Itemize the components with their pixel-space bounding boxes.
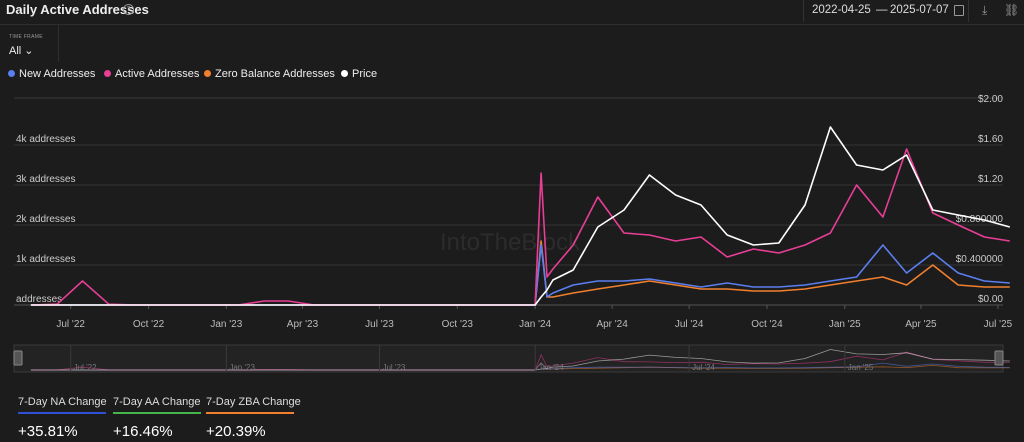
stats-panel: 7-Day NA Change +35.81% 7-Day AA Change …: [0, 396, 400, 442]
x-tick-label: Jul '25: [984, 319, 1013, 330]
x-tick-label: Apr '24: [596, 319, 628, 330]
x-tick-label: Apr '25: [905, 319, 937, 330]
stat-value: +16.46%: [113, 423, 173, 440]
y-left-tick-label: addresses: [16, 294, 62, 305]
y-right-tick-label: $0.400000: [956, 254, 1004, 265]
navigator-tick-label: Jan '23: [229, 363, 255, 372]
stat-bar: [113, 412, 201, 414]
legend-active-addresses[interactable]: Active Addresses: [104, 68, 199, 80]
y-right-tick-label: $2.00: [978, 94, 1003, 105]
legend-dot: [8, 70, 15, 77]
y-left-tick-label: 4k addresses: [16, 134, 75, 145]
chart-area: addresses 1k addresses 2k addresses 3k addr…: [13, 94, 1013, 373]
navigator-tick-label: Jul '22: [74, 363, 97, 372]
navigator-tick-label: Jan '25: [848, 363, 874, 372]
stat-value: +20.39%: [206, 423, 266, 440]
y-left-tick-label: 1k addresses: [16, 254, 75, 265]
legend-dot: [204, 70, 211, 77]
calendar-icon: [954, 5, 964, 16]
date-from: 2022-04-25: [812, 4, 871, 16]
x-tick-label: Jul '24: [675, 319, 704, 330]
date-separator: —: [876, 4, 888, 16]
stat-bar: [18, 412, 106, 414]
time-frame-value[interactable]: All ⌄: [9, 45, 34, 57]
x-tick-label: Jul '22: [56, 319, 85, 330]
stat-value: +35.81%: [18, 423, 78, 440]
download-icon[interactable]: ⤓: [982, 3, 988, 17]
x-tick-label: Oct '24: [751, 319, 783, 330]
link-icon[interactable]: ⛓: [1004, 3, 1020, 17]
navigator-series-line: [30, 349, 1010, 371]
legend-dot: [104, 70, 111, 77]
stat-label: 7-Day AA Change: [113, 396, 201, 408]
help-icon[interactable]: ?: [123, 4, 134, 15]
series-line-price: [30, 126, 1011, 306]
stat-zba-change: 7-Day ZBA Change +20.39%: [206, 396, 301, 440]
stat-aa-change: 7-Day AA Change +16.46%: [113, 396, 201, 440]
stat-label: 7-Day ZBA Change: [206, 396, 301, 408]
date-range-picker[interactable]: 2022-04-25 — 2025-07-07: [803, 0, 969, 22]
navigator-tick-label: Jul '24: [692, 363, 715, 372]
watermark: IntoTheBlock: [440, 229, 581, 256]
stat-label: 7-Day NA Change: [18, 396, 107, 408]
header: Daily Active Addresses ? 2022-04-25 — 20…: [0, 0, 1024, 25]
x-tick-label: Oct '23: [442, 319, 474, 330]
x-tick-label: Jan '25: [829, 319, 861, 330]
legend-price[interactable]: Price: [341, 68, 377, 80]
y-right-tick-label: $0.00: [978, 294, 1003, 305]
navigator-handle[interactable]: [994, 350, 1004, 366]
legend-new-addresses[interactable]: New Addresses: [8, 68, 95, 80]
y-left-tick-label: 2k addresses: [16, 214, 75, 225]
x-tick-label: Jan '23: [210, 319, 242, 330]
x-tick-label: Oct '22: [133, 319, 165, 330]
y-left-tick-label: 3k addresses: [16, 174, 75, 185]
legend-dot: [341, 70, 348, 77]
time-frame-label: TIME FRAME: [9, 34, 43, 40]
y-right-tick-label: $1.60: [978, 134, 1003, 145]
navigator-tick-label: Jan '24: [538, 363, 564, 372]
x-tick-label: Jan '24: [519, 319, 551, 330]
date-to: 2025-07-07: [890, 4, 949, 16]
navigator-handle[interactable]: [13, 350, 23, 366]
legend-zero-balance-addresses[interactable]: Zero Balance Addresses: [204, 68, 335, 80]
series-line-active-addresses: [30, 148, 1010, 306]
navigator-tick-label: Jul '23: [382, 363, 405, 372]
stat-na-change: 7-Day NA Change +35.81%: [18, 396, 107, 440]
x-tick-label: Jul '23: [365, 319, 394, 330]
x-tick-label: Apr '23: [287, 319, 319, 330]
stat-bar: [206, 412, 294, 414]
chevron-down-icon: ⌄: [24, 45, 34, 57]
time-frame-selector[interactable]: TIME FRAME All ⌄: [0, 24, 59, 62]
chart-title: Daily Active Addresses: [6, 2, 149, 17]
y-right-tick-label: $1.20: [978, 174, 1003, 185]
